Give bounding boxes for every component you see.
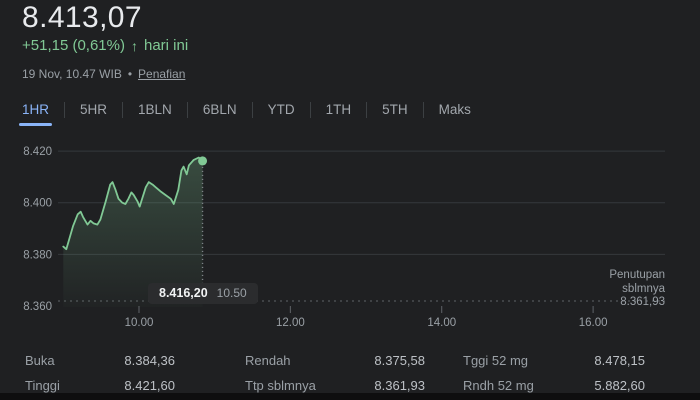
x-tick-label: 10.00 [125,317,154,329]
x-tick-label: 14.00 [427,317,456,329]
meta-separator: • [127,67,133,81]
tab-divider [422,101,424,118]
x-tick-label: 12.00 [276,317,305,329]
up-arrow-icon: ↑ [131,37,138,54]
stat-label: Tggi 52 mg [463,353,529,368]
stat-value: 8.478,15 [594,353,645,368]
tab-maks[interactable]: Maks [438,102,471,117]
stat-row: Tggi 52 mg 8.478,15 [463,348,645,373]
last-point-dot [198,156,208,166]
disclaimer-link[interactable]: Penafian [138,67,186,81]
tab-1hr[interactable]: 1HR [18,98,53,126]
stat-label: Rendah [245,353,291,368]
stat-value: 8.421,60 [124,378,175,393]
tab-divider [309,101,311,118]
area-fill [63,157,203,307]
tab-5hr[interactable]: 5HR [80,102,108,117]
prev-close-value: 8.361,93 [620,296,665,308]
quote-meta: 19 Nov, 10.47 WIB • Penafian [22,67,188,81]
stat-row: Tinggi 8.421,60 [25,373,175,398]
chart-tooltip: 8.416,20 10.50 [148,283,258,304]
x-tick-label: 16.00 [579,317,608,329]
bottom-bar [0,393,700,400]
stats-column: Buka 8.384,36 Tinggi 8.421,60 [25,348,175,398]
period-tab-bar: 1HR 5HR 1BLN 6BLN YTD 1TH 5TH Maks [18,98,486,126]
y-tick-label: 8.380 [23,249,52,261]
chart-area: 8.420 8.400 8.380 8.360 10.00 12.00 14.00 16.00… [0,132,700,337]
tab-1th[interactable]: 1TH [325,102,352,117]
stat-label: Ttp sblmnya [245,378,316,393]
stat-value: 8.384,36 [124,353,175,368]
stat-row: Buka 8.384,36 [25,348,175,373]
tab-divider [251,101,253,118]
stat-value: 8.361,93 [374,378,425,393]
prev-close-annotation: Penutupan sblmnya 8.361,93 [573,269,665,310]
stat-label: Rndh 52 mg [463,378,534,393]
tab-1bln[interactable]: 1BLN [138,102,172,117]
tab-divider [122,101,124,118]
y-tick-label: 8.360 [23,301,52,313]
y-tick-label: 8.420 [23,146,52,158]
price-change: +51,15 (0,61%) ↑ hari ini [22,37,188,54]
stats-column: Tggi 52 mg 8.478,15 Rndh 52 mg 5.882,60 [463,348,645,398]
quote-header: 8.413,07 +51,15 (0,61%) ↑ hari ini 19 No… [22,0,188,81]
change-value: +51,15 (0,61%) [22,37,125,54]
stat-row: Rndh 52 mg 5.882,60 [463,373,645,398]
stat-value: 8.375,58 [374,353,425,368]
tab-6bln[interactable]: 6BLN [202,102,237,117]
tab-5th[interactable]: 5TH [382,102,408,117]
tab-divider [186,101,188,118]
tooltip-price: 8.416,20 [159,286,208,300]
price-line [62,156,204,251]
prev-close-label: Penutupan sblmnya [609,269,665,295]
stats-column: Rendah 8.375,58 Ttp sblmnya 8.361,93 [245,348,425,398]
tab-divider [64,101,66,118]
stat-label: Tinggi [25,378,60,393]
quote-timestamp: 19 Nov, 10.47 WIB [22,67,122,81]
tab-ytd[interactable]: YTD [267,102,295,117]
key-stats: Buka 8.384,36 Tinggi 8.421,60 Rendah 8.375,58… [25,348,645,398]
price-chart[interactable]: 8.420 8.400 8.380 8.360 10.00 12.00 14.00 16.00 [0,132,700,337]
stat-row: Ttp sblmnya 8.361,93 [245,373,425,398]
y-tick-label: 8.400 [23,198,52,210]
stat-label: Buka [25,353,55,368]
current-price: 8.413,07 [22,1,142,34]
change-period: hari ini [144,37,189,54]
tab-divider [366,101,368,118]
stat-row: Rendah 8.375,58 [245,348,425,373]
tooltip-time: 10.50 [216,286,247,300]
stat-value: 5.882,60 [594,378,645,393]
